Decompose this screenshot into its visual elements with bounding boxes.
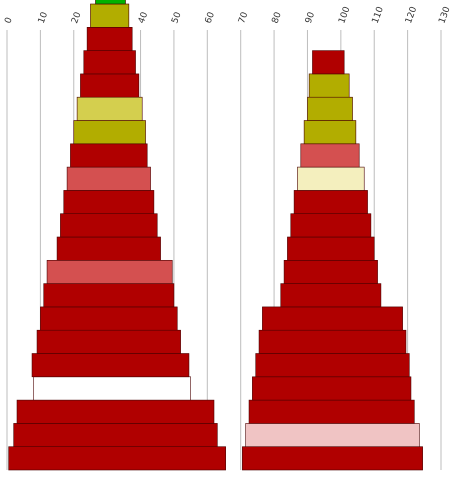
stack-1-segment-19 [86, 26, 133, 51]
stack-1-segment-20 [90, 3, 130, 28]
x-axis-tick-labels: 0102030405060708090100110120130 [3, 5, 452, 25]
stack-2-segment-2 [245, 423, 420, 447]
x-tick-label: 70 [237, 11, 250, 25]
stack-1-segment-21 [95, 0, 126, 5]
stack-1-segment-15 [73, 120, 146, 145]
stack-1-segment-16 [76, 96, 143, 121]
x-tick-label: 60 [204, 11, 217, 25]
x-tick-label: 130 [437, 5, 452, 25]
stack-2-segment-3 [248, 399, 415, 424]
stack-1-segment-5 [31, 353, 190, 378]
stack-1-segment-10 [56, 236, 161, 261]
stack-2-segment-17 [308, 73, 350, 98]
stack-1-segment-17 [80, 73, 140, 98]
stack-2 [242, 50, 423, 471]
stack-1-segment-6 [36, 329, 181, 354]
stack-2-segment-12 [293, 190, 368, 214]
x-tick-label: 50 [170, 11, 183, 25]
stack-2-segment-6 [258, 329, 407, 354]
stack-2-segment-9 [283, 259, 378, 284]
stack-1-segment-1 [8, 446, 226, 471]
stack-1-segment-4 [33, 376, 191, 401]
stack-2-segment-4 [252, 376, 412, 401]
stack-1-segment-8 [43, 283, 175, 308]
stack-2-segment-18 [312, 50, 345, 75]
x-tick-label: 40 [137, 11, 150, 25]
stack-2-segment-11 [290, 213, 372, 238]
stack-1-segment-11 [60, 213, 158, 238]
stack-2-segment-8 [280, 283, 382, 308]
stack-1-segment-3 [16, 399, 215, 424]
stack-1-segment-7 [40, 306, 178, 331]
stack-2-segment-5 [255, 353, 410, 378]
stack-2-segment-7 [262, 306, 403, 331]
x-tick-label: 90 [304, 11, 317, 25]
stack-1-segment-13 [66, 166, 151, 191]
stack-1-segment-18 [83, 50, 136, 75]
stack-1-segment-2 [13, 423, 218, 447]
x-tick-label: 0 [3, 16, 14, 25]
stack-2-segment-13 [297, 166, 365, 191]
x-tick-label: 100 [337, 5, 352, 25]
stack-1 [8, 0, 226, 471]
x-tick-label: 20 [70, 11, 83, 25]
stack-1-segment-9 [46, 259, 173, 284]
x-tick-label: 80 [270, 11, 283, 25]
x-tick-label: 10 [37, 11, 50, 25]
x-tick-label: 120 [404, 5, 419, 25]
stack-1-segment-12 [63, 190, 155, 214]
stack-2-segment-1 [242, 446, 423, 471]
pyramid-stacks [8, 0, 423, 471]
x-tick-label: 110 [371, 5, 386, 25]
stack-2-segment-15 [303, 120, 357, 145]
stack-1-segment-14 [70, 143, 148, 168]
stack-2-segment-14 [300, 143, 360, 168]
stack-2-segment-16 [307, 96, 353, 121]
stack-2-segment-10 [287, 236, 375, 261]
